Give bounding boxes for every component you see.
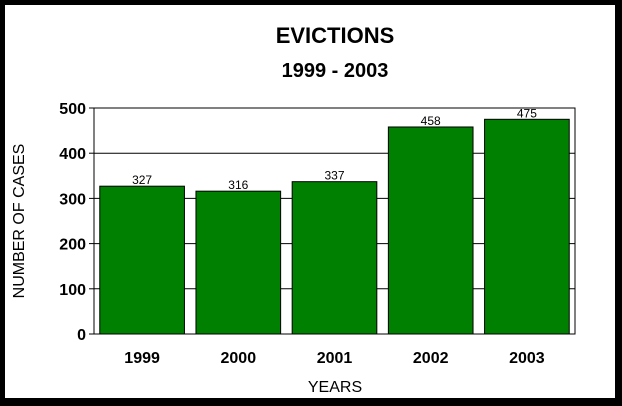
y-axis-label: NUMBER OF CASES	[11, 144, 28, 299]
y-tick-label: 500	[59, 101, 86, 118]
chart-subtitle: 1999 - 2003	[282, 60, 389, 82]
y-tick-label: 200	[59, 237, 86, 254]
x-tick-label-2002: 2002	[413, 350, 449, 367]
x-tick-label-2003: 2003	[509, 350, 545, 367]
data-label-2000: 316	[228, 178, 248, 192]
y-tick-label: 100	[59, 282, 86, 299]
x-axis-label: YEARS	[308, 379, 362, 396]
bar-1999	[99, 185, 185, 335]
data-label-2001: 337	[324, 169, 344, 183]
data-labels: 327 316 337 458 475	[132, 106, 537, 192]
bar-2001	[291, 181, 378, 335]
x-tick-label-2000: 2000	[221, 350, 257, 367]
bar-2002	[387, 126, 474, 335]
chart-frame: EVICTIONS 1999 - 2003 327 316 337 458 475 0 1…	[5, 5, 615, 398]
x-tick-label-2001: 2001	[317, 350, 353, 367]
data-label-2003: 475	[517, 106, 537, 120]
y-tick-label: 0	[77, 327, 86, 344]
bar-chart: EVICTIONS 1999 - 2003 327 316 337 458 475 0 1…	[11, 23, 576, 396]
x-tick-label-1999: 1999	[124, 350, 160, 367]
y-tick-label: 300	[59, 191, 86, 208]
chart-title: EVICTIONS	[276, 23, 395, 48]
data-label-2002: 458	[421, 114, 441, 128]
bars	[99, 118, 570, 335]
data-label-1999: 327	[132, 173, 152, 187]
x-axis-ticks: 1999 2000 2001 2002 2003	[124, 350, 544, 367]
y-tick-label: 400	[59, 146, 86, 163]
y-axis-ticks: 0 100 200 300 400 500	[59, 101, 94, 344]
bar-2003	[484, 118, 570, 335]
bar-2000	[195, 190, 282, 335]
